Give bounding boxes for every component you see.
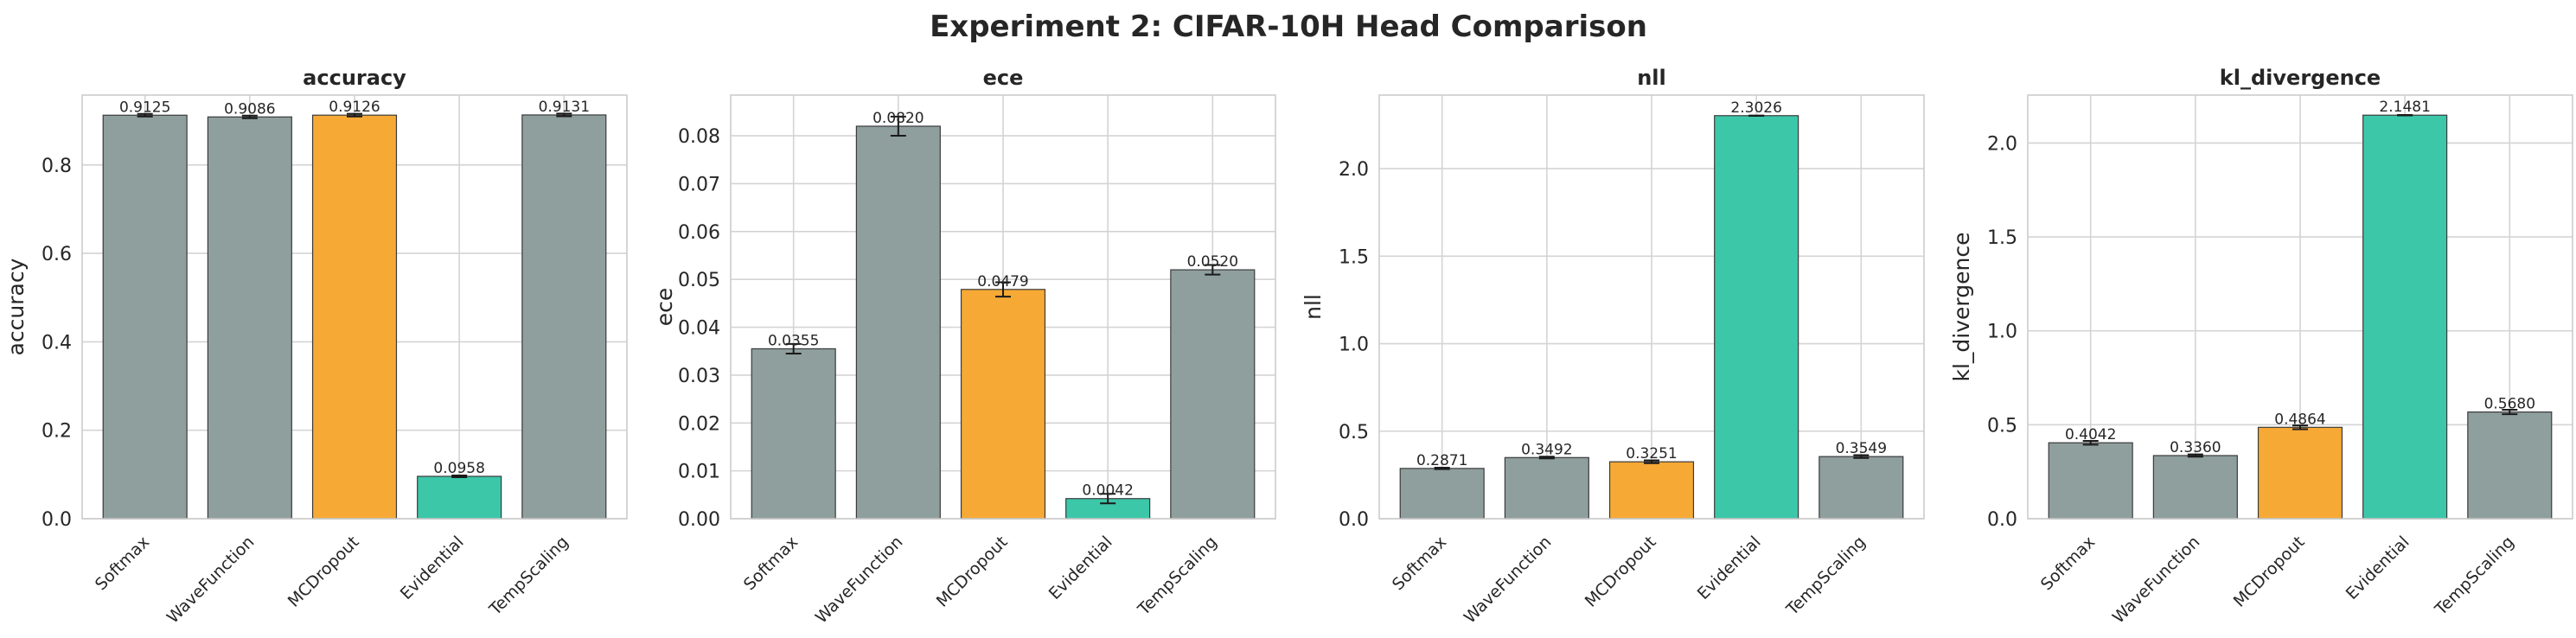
data-label: 0.9131 [539,99,590,116]
y-tick-label: 0.5 [1987,415,2017,437]
y-tick-label: 0.03 [678,366,720,387]
data-label: 2.3026 [1730,99,1781,117]
y-tick-label: 0.6 [42,244,72,265]
data-label: 0.3549 [1836,440,1887,457]
data-label: 0.3251 [1626,445,1677,463]
bar-tempscaling [1170,269,1256,520]
y-tick-label: 1.5 [1339,246,1369,268]
y-tick-label: 0.4 [42,332,72,354]
bar-wavefunction [207,116,292,520]
bar-tempscaling [2467,411,2553,520]
y-tick-label: 0.5 [1339,422,1369,443]
bar-softmax [102,114,188,520]
data-label: 0.5680 [2484,396,2535,413]
bar-softmax [751,348,836,520]
panel-title: nll [1637,66,1666,90]
axes-frame [730,94,1276,520]
bar-wavefunction [1504,456,1589,520]
y-tick-label: 0.8 [42,156,72,177]
data-label: 0.4864 [2274,411,2325,428]
y-tick-label: 0.2 [42,421,72,443]
data-label: 0.4042 [2065,426,2116,443]
data-label: 0.0820 [873,110,924,127]
data-label: 0.0042 [1082,482,1133,500]
data-label: 0.9086 [224,100,275,118]
data-label: 2.1481 [2379,99,2430,116]
panel-ece: 0.00 0.01 0.02 0.03 0.04 0.05 0.06 0.07 0.08 0.03… [652,66,1276,628]
data-label: 0.0355 [768,332,819,349]
y-tick-label: 0.0 [1987,509,2017,531]
bar-softmax [1399,468,1485,520]
y-tick-label: 0.0 [1339,509,1369,531]
y-tick-label: 2.0 [1987,133,2017,155]
y-tick-label: 0.04 [678,318,720,340]
data-label: 0.0958 [433,460,484,477]
axes-frame [2027,94,2573,520]
bar-evidential [417,475,502,520]
y-tick-label: 0.07 [678,174,720,195]
y-tick-label: 1.5 [1987,227,2017,249]
y-tick-label: 0.06 [678,222,720,244]
y-tick-label: 1.0 [1339,335,1369,356]
y-tick-label: 0.05 [678,270,720,291]
bar-mcdropout [311,114,398,520]
y-tick-label: 0.08 [678,126,720,148]
y-tick-label: 0.00 [678,509,720,531]
bar-evidential [2362,114,2448,520]
y-tick-label: 2.0 [1339,159,1369,181]
figure-title: Experiment 2: CIFAR-10H Head Comparison [930,10,1647,44]
panel-title: kl_divergence [2220,66,2381,90]
bar-wavefunction [2152,455,2238,520]
data-label: 0.0479 [977,273,1028,290]
axes-frame [1378,94,1925,520]
panel-title: ece [983,66,1024,90]
y-tick-label: 0.02 [678,413,720,435]
bar-tempscaling [1819,456,1904,520]
data-label: 0.2871 [1416,452,1467,469]
y-axis-label: nll [1301,294,1326,320]
data-label: 0.3360 [2170,439,2221,456]
y-axis-label: kl_divergence [1949,233,1974,382]
bar-wavefunction [855,125,941,520]
axes-frame [81,94,628,520]
bar-softmax [2048,442,2133,520]
bar-mcdropout [960,289,1046,520]
data-label: 0.9126 [329,99,380,116]
data-label: 0.3492 [1521,441,1572,458]
bar-mcdropout [2257,426,2343,520]
y-tick-label: 1.0 [1987,322,2017,343]
data-label: 0.0520 [1187,253,1238,271]
panel-title: accuracy [303,66,406,90]
data-label: 0.9125 [119,99,170,116]
bar-tempscaling [521,114,607,520]
bar-evidential [1714,115,1799,520]
y-tick-label: 0.01 [678,462,720,483]
y-axis-label: accuracy [3,258,29,355]
y-axis-label: ece [652,288,677,327]
bar-mcdropout [1608,461,1695,520]
y-tick-label: 0.0 [42,509,72,531]
